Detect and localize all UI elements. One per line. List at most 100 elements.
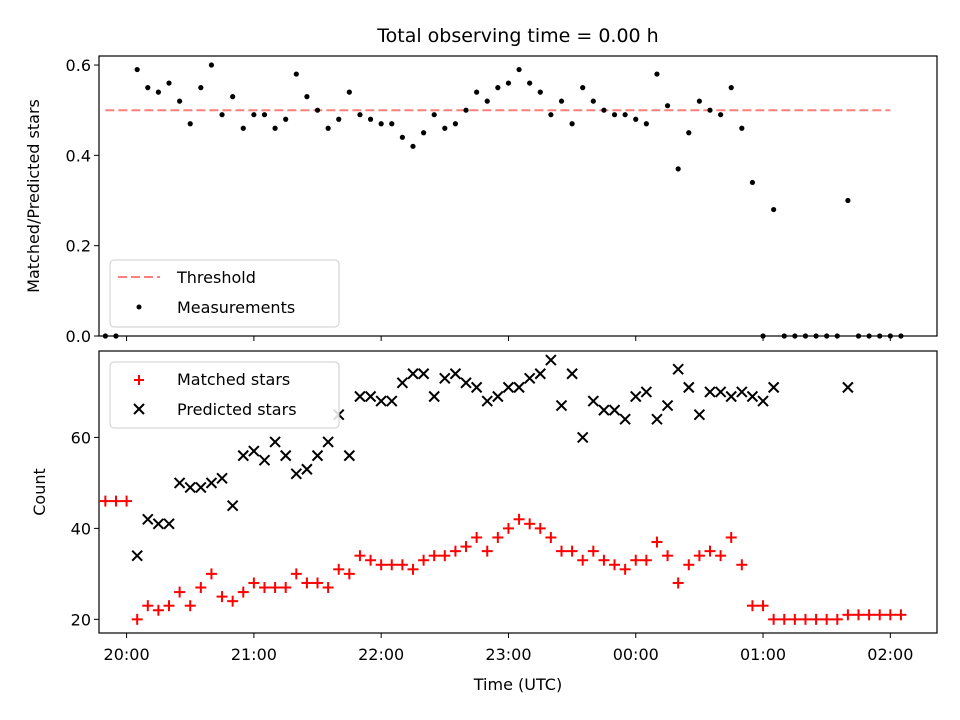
matched-stars-legend-swatch: [134, 375, 144, 385]
matched-star-point: [460, 541, 472, 553]
predicted-star-point: [354, 390, 366, 403]
top-y-tick-label: 0.2: [66, 237, 91, 256]
bottom-x-tick-label: 23:00: [485, 645, 531, 664]
measurement-point: [325, 125, 331, 131]
matched-star-point: [290, 568, 302, 580]
measurement-point: [718, 112, 724, 118]
predicted-star-point: [226, 499, 239, 512]
measurement-point: [336, 116, 342, 122]
predicted-star-point: [492, 390, 504, 403]
predicted-star-point: [131, 549, 143, 562]
matched-star-point: [651, 536, 663, 548]
matched-star-point: [502, 522, 514, 534]
bottom-plot-frame: [98, 350, 938, 634]
measurement-point: [198, 85, 204, 91]
matched-star-point: [375, 559, 387, 571]
predicted-star-point: [619, 413, 631, 425]
bottom-x-tick-label: 20:00: [104, 645, 150, 664]
measurement-point: [399, 134, 405, 140]
bottom-x-tick-label: 00:00: [613, 645, 659, 664]
predicted-star-point: [672, 363, 684, 375]
top-y-tick-label: 0.6: [66, 56, 91, 75]
bottom-x-axis-label: Time (UTC): [473, 675, 562, 694]
predicted-star-point: [439, 372, 451, 384]
matched-star-point: [492, 531, 504, 543]
matched-star-point: [439, 550, 451, 562]
bottom-plot: 20 40 60 20:00 21:00 22:00 23:00 00:00 01:00 02:…: [30, 350, 938, 694]
top-plot: 0.0 0.2 0.4 0.6 Matched/Predicted stars Thr…: [24, 55, 938, 346]
measurement-point: [389, 121, 395, 127]
predicted-star-point: [269, 436, 281, 448]
measurement-point: [686, 130, 692, 136]
matched-star-point: [386, 559, 398, 571]
matched-star-point: [280, 582, 292, 594]
predicted-star-point: [279, 449, 292, 462]
matched-star-point: [874, 609, 886, 621]
measurement-point: [771, 206, 777, 213]
matched-star-point: [768, 613, 780, 625]
matched-star-point: [131, 613, 143, 625]
matched-star-point: [301, 577, 313, 589]
top-legend: Threshold Measurements: [109, 259, 340, 328]
bottom-legend-box: [109, 361, 340, 429]
bottom-legend: Matched stars Predicted stars: [109, 361, 340, 429]
predicted-star-point: [470, 381, 483, 394]
measurement-point: [654, 71, 660, 77]
predicted-star-point: [725, 390, 737, 403]
matched-star-point: [555, 545, 567, 557]
measurement-point: [155, 89, 162, 95]
measurement-point: [283, 116, 289, 122]
measurement-point: [166, 80, 172, 86]
top-y-axis-ticks: 0.0 0.2 0.4 0.6: [66, 56, 99, 346]
measurement-point: [728, 85, 734, 91]
predicted-star-point: [481, 395, 493, 407]
matched-star-point: [195, 582, 207, 594]
matched-star-point: [227, 595, 239, 607]
matched-star-point: [810, 613, 822, 625]
matched-star-point: [725, 531, 737, 543]
matched-star-point: [418, 554, 430, 566]
predicted-star-point: [290, 468, 303, 480]
matched-star-point: [248, 577, 260, 589]
predicted-star-point: [555, 399, 568, 412]
measurement-point: [622, 112, 628, 118]
matched-star-point: [312, 577, 324, 589]
measurement-point: [569, 121, 575, 127]
matched-star-point: [577, 554, 589, 566]
predicted-star-point: [216, 472, 228, 485]
measurement-point: [474, 89, 480, 95]
measurement-point: [675, 166, 681, 172]
matched-star-point: [365, 554, 377, 566]
matched-star-point: [662, 550, 674, 562]
measurement-point: [739, 125, 745, 131]
measurement-point: [516, 66, 522, 73]
measurement-point: [633, 116, 639, 122]
matched-star-point: [746, 600, 758, 612]
matched-star-point: [121, 495, 133, 507]
predicted-star-point: [640, 386, 653, 398]
predicted-star-point: [301, 463, 313, 475]
matched-star-point: [598, 554, 610, 566]
matched-star-point: [163, 600, 175, 612]
predicted-star-point: [343, 449, 356, 462]
measurement-point: [357, 112, 363, 118]
matched-star-point: [799, 613, 811, 625]
predicted-star-point: [195, 481, 207, 494]
matched-star-point: [566, 545, 578, 557]
threshold-legend-label: Threshold: [176, 268, 256, 287]
top-plot-series: [102, 62, 904, 339]
measurement-point: [251, 112, 257, 118]
predicted-star-point: [746, 390, 759, 403]
measurement-point: [420, 130, 427, 136]
bottom-plot-series: [99, 354, 907, 625]
measurement-point: [219, 112, 225, 118]
predicted-star-point: [142, 513, 154, 525]
predicted-star-point: [545, 354, 557, 366]
measurement-point: [240, 125, 246, 131]
bottom-x-tick-label: 01:00: [740, 645, 786, 664]
matched-star-point: [863, 609, 875, 621]
predicted-star-point: [173, 477, 186, 489]
bottom-y-tick-label: 60: [71, 428, 91, 447]
matched-star-point: [110, 495, 122, 507]
predicted-star-point: [704, 386, 716, 398]
